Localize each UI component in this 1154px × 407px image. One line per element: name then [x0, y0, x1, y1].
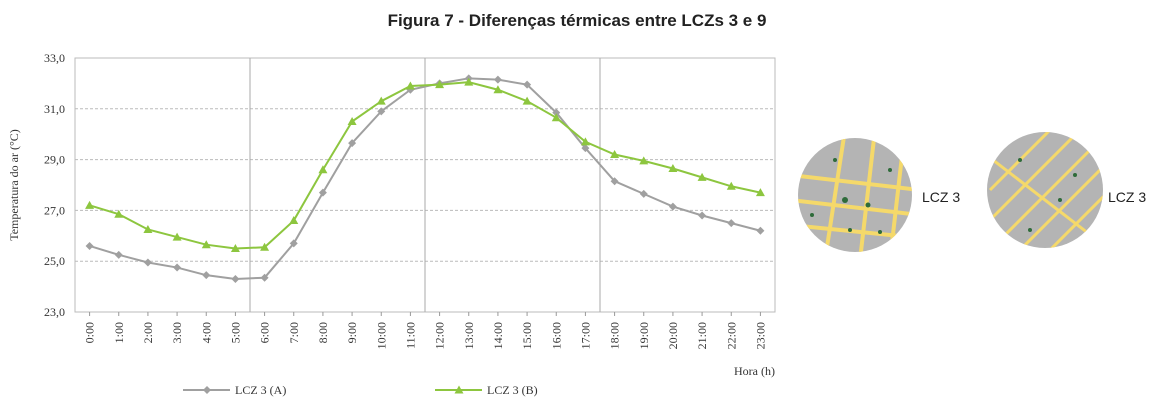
x-tick-label: 14:00: [491, 322, 505, 349]
x-tick-label: 4:00: [199, 322, 213, 343]
y-axis-label: Temperatura do ar (°C): [7, 129, 21, 241]
legend-label: LCZ 3 (A): [235, 383, 286, 397]
point: [85, 201, 94, 209]
x-tick-label: 10:00: [374, 322, 388, 349]
x-tick-label: 5:00: [228, 322, 242, 343]
x-tick-label: 19:00: [637, 322, 651, 349]
x-tick-label: 7:00: [287, 322, 301, 343]
y-tick-label: 29,0: [44, 153, 65, 167]
x-tick-label: 22:00: [724, 322, 738, 349]
point: [144, 258, 152, 266]
x-tick-label: 21:00: [695, 322, 709, 349]
point: [494, 76, 502, 84]
x-tick-label: 13:00: [462, 322, 476, 349]
point: [698, 211, 706, 219]
point: [86, 242, 94, 250]
point: [727, 219, 735, 227]
point: [173, 264, 181, 272]
point: [115, 251, 123, 259]
x-tick-label: 2:00: [141, 322, 155, 343]
x-tick-label: 8:00: [316, 322, 330, 343]
chart: Figura 7 - Diferenças térmicas entre LCZ…: [0, 0, 1154, 402]
x-tick-label: 0:00: [83, 322, 97, 343]
y-tick-label: 25,0: [44, 254, 65, 268]
x-axis-label: Hora (h): [734, 364, 775, 378]
point: [289, 216, 298, 224]
point: [143, 225, 152, 233]
x-tick-label: 18:00: [608, 322, 622, 349]
point: [202, 271, 210, 279]
point: [756, 227, 764, 235]
point: [669, 203, 677, 211]
inset-label: LCZ 3: [1108, 189, 1146, 205]
x-tick-label: 11:00: [403, 322, 417, 349]
point: [377, 97, 386, 105]
x-tick-label: 16:00: [549, 322, 563, 349]
x-tick-label: 20:00: [666, 322, 680, 349]
legend-marker: [203, 386, 211, 394]
x-tick-label: 1:00: [112, 322, 126, 343]
x-tick-label: 23:00: [753, 322, 767, 349]
chart-title: Figura 7 - Diferenças térmicas entre LCZ…: [388, 11, 767, 30]
point: [640, 190, 648, 198]
y-tick-label: 23,0: [44, 305, 65, 319]
point: [231, 275, 239, 283]
legend-label: LCZ 3 (B): [487, 383, 538, 397]
y-tick-label: 27,0: [44, 203, 65, 217]
inset-label: LCZ 3: [922, 189, 960, 205]
x-tick-label: 12:00: [433, 322, 447, 349]
x-tick-label: 9:00: [345, 322, 359, 343]
x-tick-label: 17:00: [578, 322, 592, 349]
x-tick-label: 15:00: [520, 322, 534, 349]
x-tick-label: 3:00: [170, 322, 184, 343]
x-tick-label: 6:00: [258, 322, 272, 343]
y-tick-label: 33,0: [44, 51, 65, 65]
y-tick-label: 31,0: [44, 102, 65, 116]
